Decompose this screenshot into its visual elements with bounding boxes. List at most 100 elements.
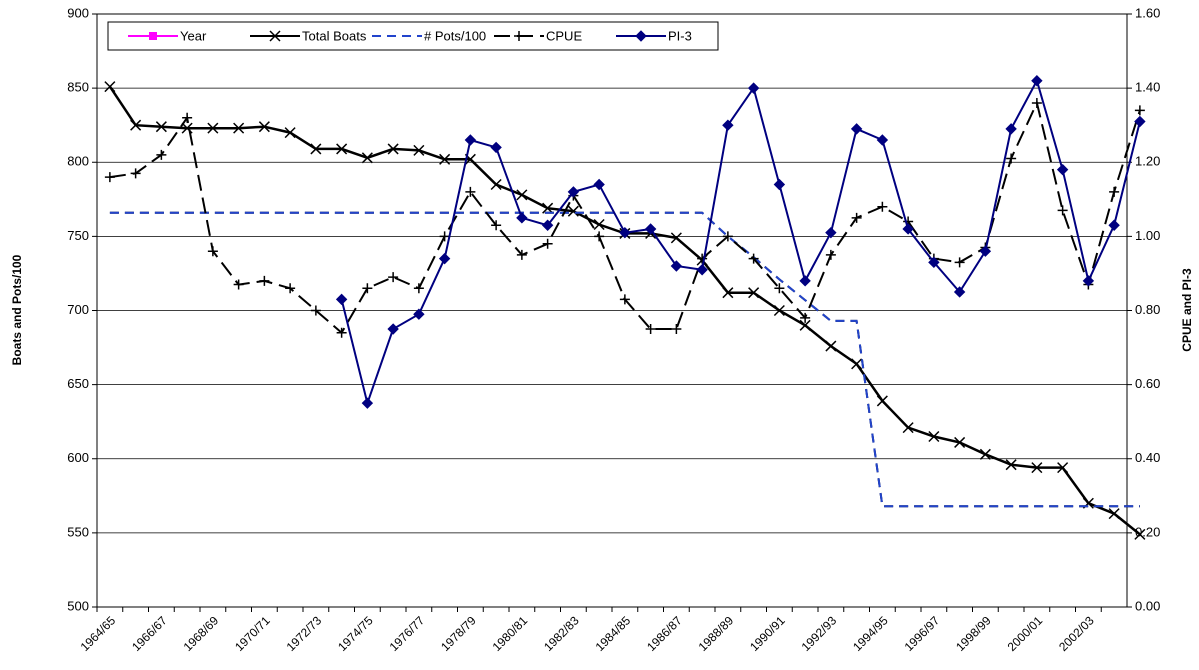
y-tick-label: 750 bbox=[67, 228, 89, 243]
y2-tick-label: 0.00 bbox=[1135, 598, 1160, 613]
y-tick-label: 600 bbox=[67, 450, 89, 465]
x-tick-label: 1990/91 bbox=[747, 613, 788, 654]
marker-x bbox=[490, 178, 502, 191]
marker-diamond bbox=[361, 397, 374, 409]
y2-tick-label: 1.20 bbox=[1135, 154, 1160, 169]
marker-diamond bbox=[490, 141, 502, 154]
marker-plus bbox=[285, 283, 296, 294]
marker-x bbox=[1005, 459, 1017, 471]
marker-plus bbox=[851, 212, 862, 223]
marker-plus bbox=[514, 31, 524, 41]
marker-x bbox=[310, 143, 322, 155]
marker-diamond bbox=[928, 256, 940, 269]
marker-diamond bbox=[722, 119, 734, 131]
x-tick-label: 1998/99 bbox=[953, 613, 994, 654]
y2-tick-label: 0.80 bbox=[1135, 302, 1160, 317]
marker-diamond bbox=[902, 223, 914, 235]
marker-x bbox=[593, 218, 605, 231]
x-tick-label: 2000/01 bbox=[1005, 613, 1046, 654]
x-tick-label: 1992/93 bbox=[799, 613, 840, 654]
marker-x bbox=[130, 119, 142, 131]
marker-plus bbox=[465, 186, 476, 197]
marker-diamond bbox=[1031, 75, 1043, 87]
marker-plus bbox=[542, 238, 553, 249]
marker-plus bbox=[336, 327, 347, 338]
marker-plus bbox=[233, 279, 244, 290]
marker-plus bbox=[310, 305, 321, 316]
marker-x bbox=[155, 121, 167, 133]
marker-x bbox=[773, 304, 785, 317]
marker-x bbox=[851, 358, 863, 370]
marker-diamond bbox=[979, 245, 992, 257]
marker-x bbox=[1057, 462, 1069, 474]
y2-tick-label: 1.60 bbox=[1135, 5, 1160, 20]
y-tick-label: 650 bbox=[67, 376, 89, 391]
x-tick-label: 1996/97 bbox=[902, 613, 943, 654]
marker-diamond bbox=[825, 226, 837, 239]
marker-x bbox=[258, 121, 270, 133]
marker-plus bbox=[413, 283, 424, 294]
marker-plus bbox=[130, 168, 141, 179]
marker-diamond bbox=[953, 286, 966, 298]
legend-label: Year bbox=[180, 28, 207, 43]
marker-x bbox=[336, 143, 348, 155]
marker-x bbox=[439, 153, 451, 165]
marker-diamond bbox=[799, 275, 811, 287]
marker-plus bbox=[207, 246, 218, 257]
marker-plus bbox=[362, 283, 373, 294]
marker-diamond bbox=[1056, 163, 1069, 176]
x-tick-label: 1980/81 bbox=[490, 613, 531, 654]
legend-label: CPUE bbox=[546, 28, 582, 43]
marker-plus bbox=[491, 220, 502, 231]
marker-x bbox=[748, 287, 760, 299]
marker-diamond bbox=[773, 178, 786, 191]
x-tick-label: 1968/69 bbox=[181, 613, 222, 654]
x-tick-label: 1988/89 bbox=[696, 613, 737, 654]
marker-x bbox=[542, 202, 554, 214]
marker-diamond bbox=[850, 123, 863, 135]
marker-x bbox=[902, 422, 914, 434]
marker-diamond bbox=[464, 134, 477, 146]
marker-x bbox=[361, 152, 373, 164]
series-line bbox=[340, 78, 1141, 407]
marker-plus bbox=[156, 149, 167, 160]
marker-diamond bbox=[438, 252, 451, 265]
x-tick-label: 1970/71 bbox=[232, 613, 273, 654]
marker-plus bbox=[954, 257, 965, 268]
marker-plus bbox=[1134, 105, 1145, 116]
marker-plus bbox=[645, 324, 656, 335]
y2-tick-label: 1.40 bbox=[1135, 80, 1160, 95]
marker-diamond bbox=[1082, 275, 1095, 287]
marker-x bbox=[516, 189, 528, 201]
marker-x bbox=[799, 319, 811, 331]
marker-x bbox=[269, 30, 281, 42]
marker-x bbox=[1108, 508, 1120, 520]
marker-plus bbox=[1006, 153, 1017, 164]
y-tick-label: 800 bbox=[67, 154, 89, 169]
marker-plus bbox=[594, 231, 605, 242]
marker-diamond bbox=[593, 178, 605, 191]
y2-tick-label: 0.60 bbox=[1135, 376, 1160, 391]
y2-tick-label: 1.00 bbox=[1135, 228, 1160, 243]
x-tick-label: 1974/75 bbox=[335, 613, 376, 654]
marker-diamond bbox=[413, 308, 425, 320]
marker-x bbox=[825, 340, 837, 352]
marker-diamond bbox=[619, 226, 631, 239]
marker-diamond bbox=[644, 223, 657, 235]
marker-x bbox=[387, 143, 399, 155]
marker-diamond bbox=[567, 186, 580, 198]
marker-diamond bbox=[1134, 115, 1146, 128]
marker-plus bbox=[748, 253, 759, 264]
x-tick-label: 1982/83 bbox=[541, 613, 582, 654]
marker-diamond bbox=[541, 219, 554, 231]
marker-x bbox=[954, 436, 966, 448]
x-tick-label: 1978/79 bbox=[438, 613, 479, 654]
y-tick-label: 900 bbox=[67, 5, 89, 20]
marker-x bbox=[233, 122, 245, 134]
marker-diamond bbox=[696, 264, 708, 276]
y2-tick-label: 0.20 bbox=[1135, 524, 1160, 539]
y2-axis-title: CPUE and PI-3 bbox=[1180, 268, 1194, 352]
x-tick-label: 1966/67 bbox=[129, 613, 170, 654]
marker-diamond bbox=[1005, 123, 1017, 135]
